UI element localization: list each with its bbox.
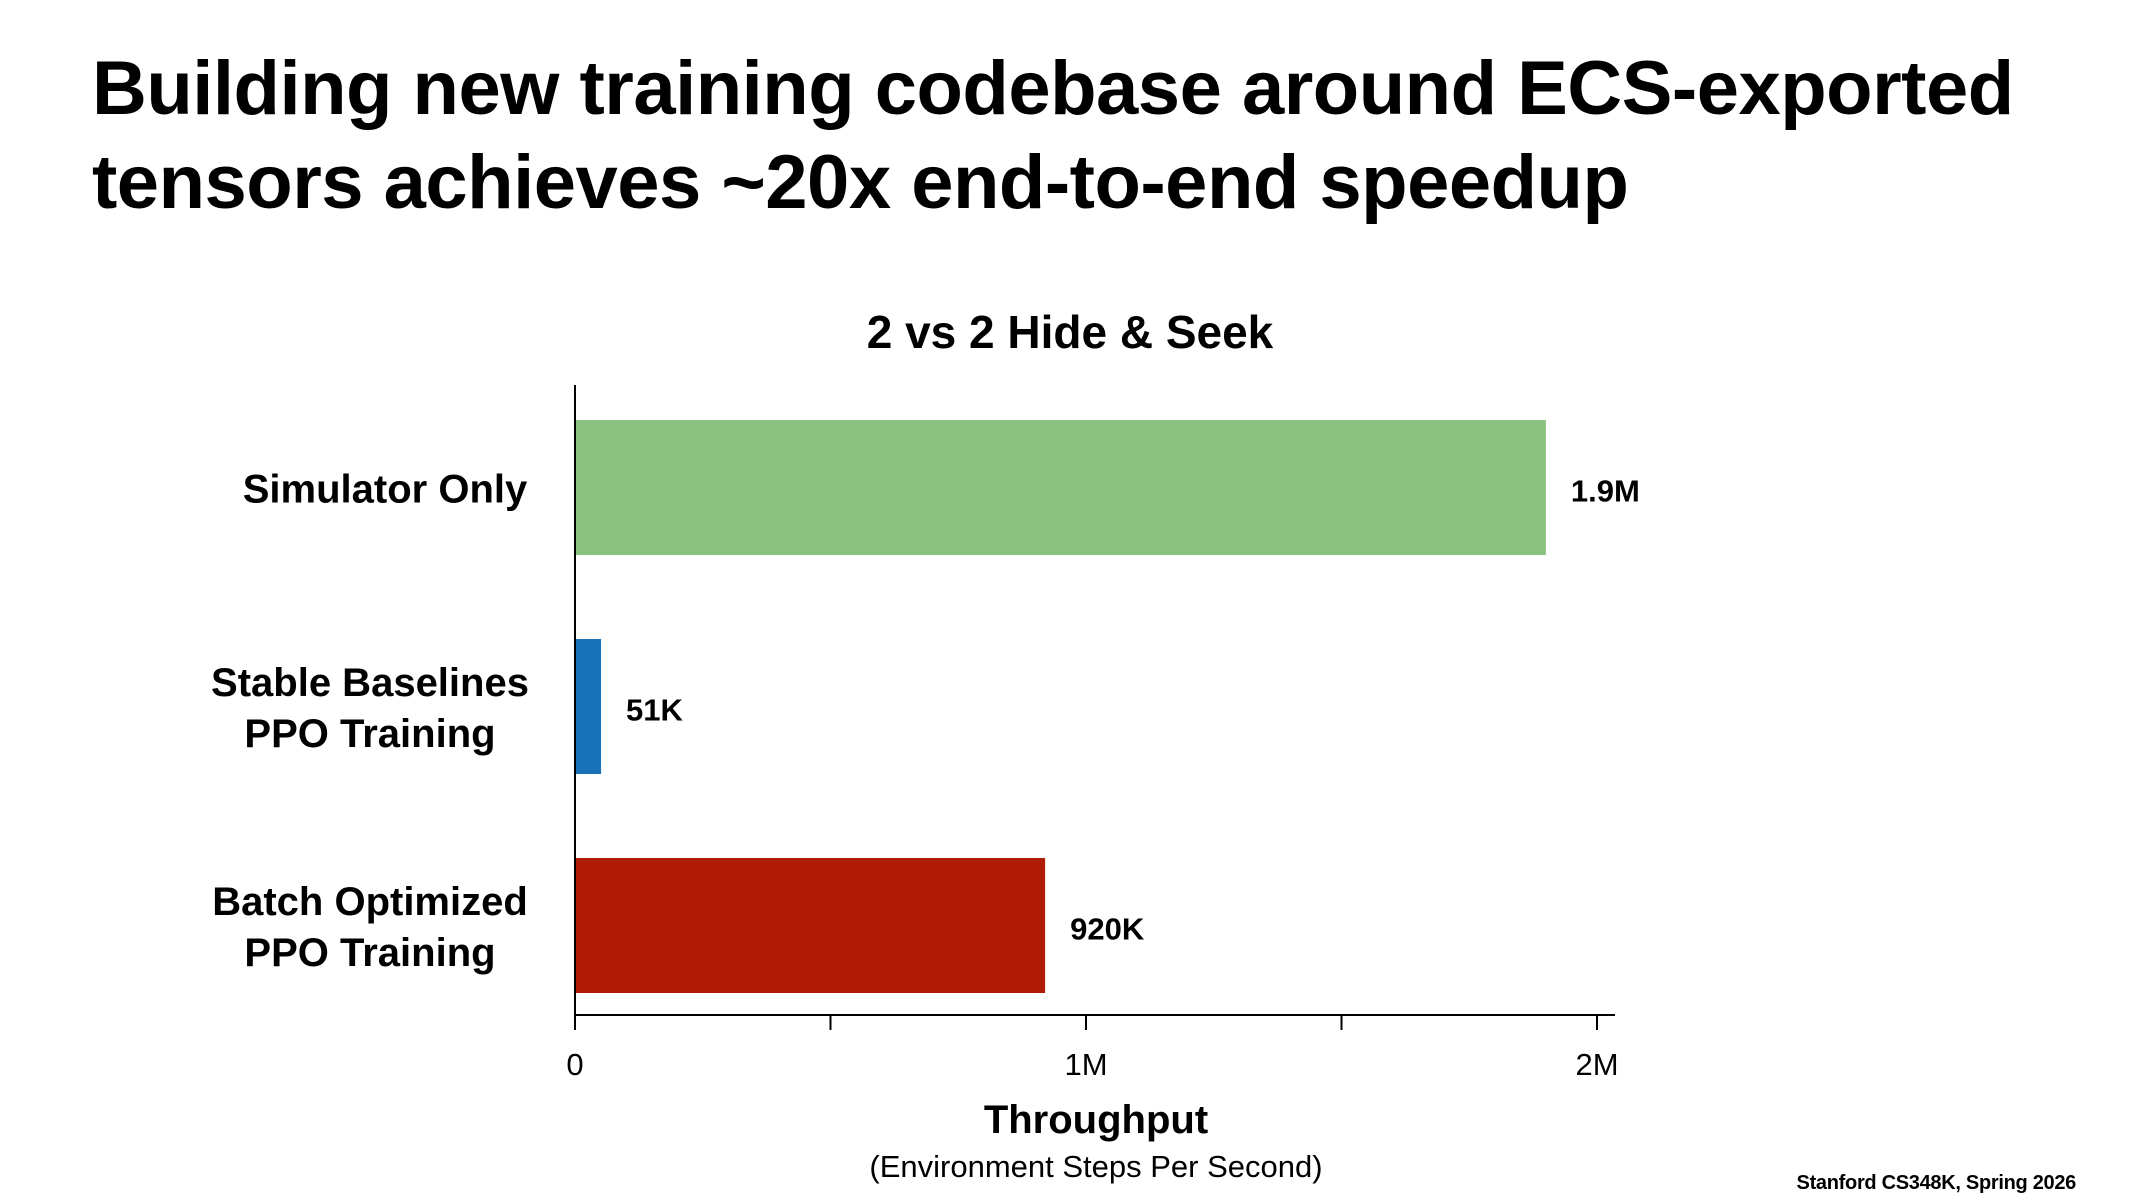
bar-0 <box>575 420 1546 555</box>
x-axis: 0 1M 2M <box>566 385 1619 1082</box>
bar-value-label-1: 51K <box>626 693 683 728</box>
slide-title-line-2: tensors achieves ~20x end-to-end speedup <box>92 140 1629 225</box>
x-axis-subtitle: (Environment Steps Per Second) <box>869 1149 1322 1184</box>
slide-title-line-1: Building new training codebase around EC… <box>92 46 2014 131</box>
x-axis-title: Throughput <box>984 1098 1208 1142</box>
bars-layer: 1.9M Simulator Only 51K Stable Baselines PPO… <box>211 420 1640 993</box>
category-label-0: Simulator Only <box>243 468 528 512</box>
slide-title: Building new training codebase around EC… <box>92 42 2092 230</box>
category-label-1: Stable Baselines PPO Training <box>211 661 529 756</box>
x-tick-label-0: 0 <box>566 1047 583 1082</box>
x-tick-label-4: 2M <box>1575 1047 1618 1082</box>
bar-2 <box>575 858 1046 993</box>
category-label-2: Batch Optimized PPO Training <box>212 880 528 975</box>
footer-course-label: Stanford CS348K, Spring 2026 <box>1796 1172 2077 1194</box>
x-tick-label-2: 1M <box>1064 1047 1107 1082</box>
bar-value-label-2: 920K <box>1070 912 1145 947</box>
bar-1 <box>575 639 602 774</box>
chart-title: 2 vs 2 Hide & Seek <box>867 306 1274 358</box>
bar-value-label-0: 1.9M <box>1571 474 1640 509</box>
